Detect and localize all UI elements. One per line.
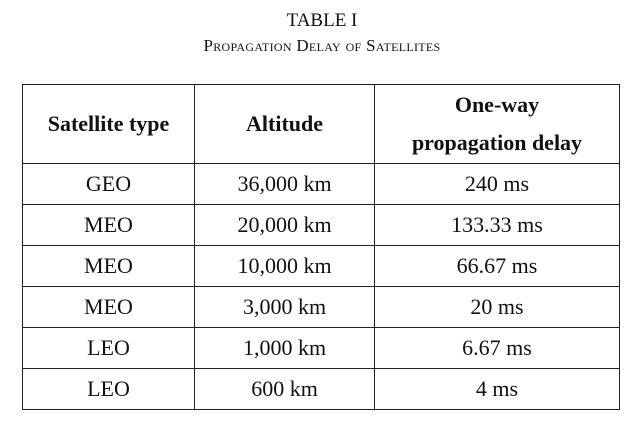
cell-altitude: 600 km xyxy=(194,368,375,410)
table-row: MEO 10,000 km 66.67 ms xyxy=(22,245,620,287)
cell-delay: 6.67 ms xyxy=(374,327,620,369)
cell-satellite-type: GEO xyxy=(22,163,195,205)
cell-satellite-type: LEO xyxy=(22,368,195,410)
cell-satellite-type: LEO xyxy=(22,327,195,369)
cell-altitude: 3,000 km xyxy=(194,286,375,328)
cell-delay: 4 ms xyxy=(374,368,620,410)
header-satellite-type: Satellite type xyxy=(22,84,195,164)
header-one-way-delay: One-way propagation delay xyxy=(374,84,620,164)
cell-altitude: 1,000 km xyxy=(194,327,375,369)
cell-delay: 133.33 ms xyxy=(374,204,620,246)
table-row: LEO 1,000 km 6.67 ms xyxy=(22,327,620,369)
table-row: LEO 600 km 4 ms xyxy=(22,368,620,410)
table-title: Propagation Delay of Satellites xyxy=(203,36,441,55)
header-altitude: Altitude xyxy=(194,84,375,164)
cell-delay: 20 ms xyxy=(374,286,620,328)
table-header-row: Satellite type Altitude One-way propagat… xyxy=(22,84,620,164)
table-label: TABLE I xyxy=(286,10,358,31)
propagation-delay-table: Satellite type Altitude One-way propagat… xyxy=(22,84,620,410)
cell-delay: 240 ms xyxy=(374,163,620,205)
cell-delay: 66.67 ms xyxy=(374,245,620,287)
cell-satellite-type: MEO xyxy=(22,204,195,246)
cell-satellite-type: MEO xyxy=(22,245,195,287)
cell-satellite-type: MEO xyxy=(22,286,195,328)
table-row: GEO 36,000 km 240 ms xyxy=(22,163,620,205)
cell-altitude: 10,000 km xyxy=(194,245,375,287)
cell-altitude: 20,000 km xyxy=(194,204,375,246)
header-one-way-delay-line1: One-way xyxy=(454,92,540,117)
header-one-way-delay-line2: propagation delay xyxy=(411,130,583,155)
cell-altitude: 36,000 km xyxy=(194,163,375,205)
table-row: MEO 3,000 km 20 ms xyxy=(22,286,620,328)
table-row: MEO 20,000 km 133.33 ms xyxy=(22,204,620,246)
